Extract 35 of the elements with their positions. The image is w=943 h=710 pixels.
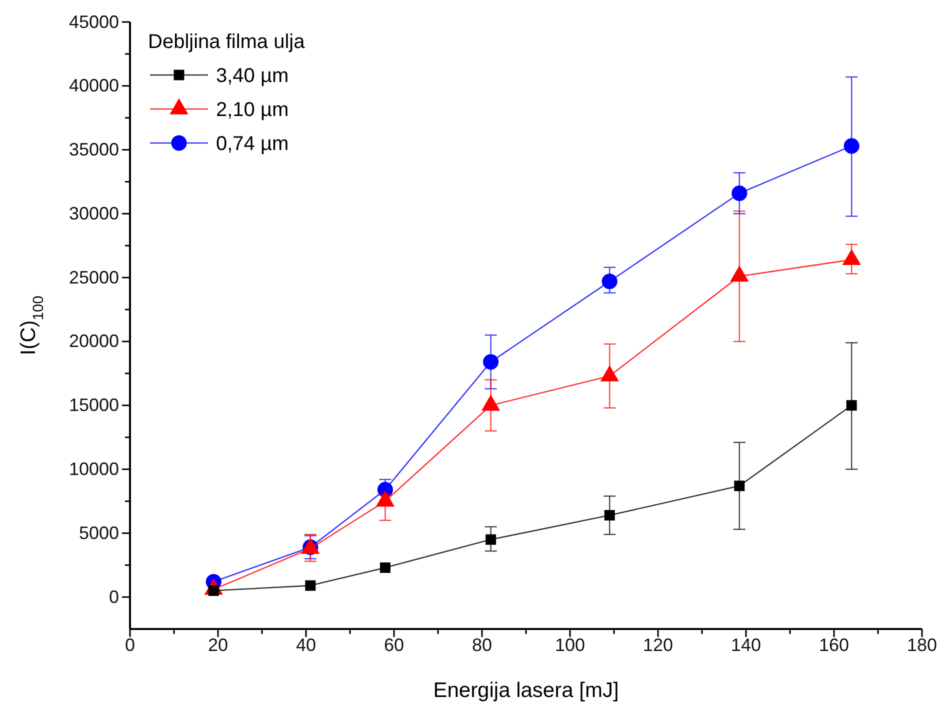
legend-label: 2,10 µm [216,99,289,121]
y-tick-label: 10000 [68,459,119,480]
point [486,534,496,545]
y-tick-label: 45000 [68,12,119,32]
y-tick-label: 30000 [68,203,119,224]
point [380,562,390,573]
x-tick-label: 140 [730,634,762,655]
x-tick-label: 60 [384,634,404,655]
point [602,274,618,290]
legend-label: 3,40 µm [216,65,289,87]
x-tick-label: 160 [818,634,850,655]
y-tick-label: 20000 [68,331,119,352]
point [734,480,745,492]
x-tick-label: 0 [124,634,136,655]
point [844,138,860,154]
x-axis-title: Energija lasera [mJ] [433,679,619,702]
x-tick-label: 100 [554,634,586,655]
x-tick-label: 120 [642,634,674,655]
x-tick-label: 40 [296,634,316,655]
y-tick-label: 25000 [68,267,119,288]
legend-title: Debljina filma ulja [148,31,306,53]
x-tick-label: 20 [208,634,228,655]
y-tick-label: 0 [108,586,119,607]
point [483,354,499,370]
x-tick-label: 80 [472,634,492,655]
legend-label: 0,74 µm [216,133,289,155]
y-tick-label: 40000 [68,76,119,96]
y-tick-label: 15000 [68,395,119,416]
x-tick-label: 180 [906,634,938,655]
y-tick-label: 35000 [68,140,119,160]
point [732,185,748,201]
point [305,580,316,591]
point [846,400,857,411]
point [604,510,615,521]
y-tick-label: 5000 [78,522,119,543]
